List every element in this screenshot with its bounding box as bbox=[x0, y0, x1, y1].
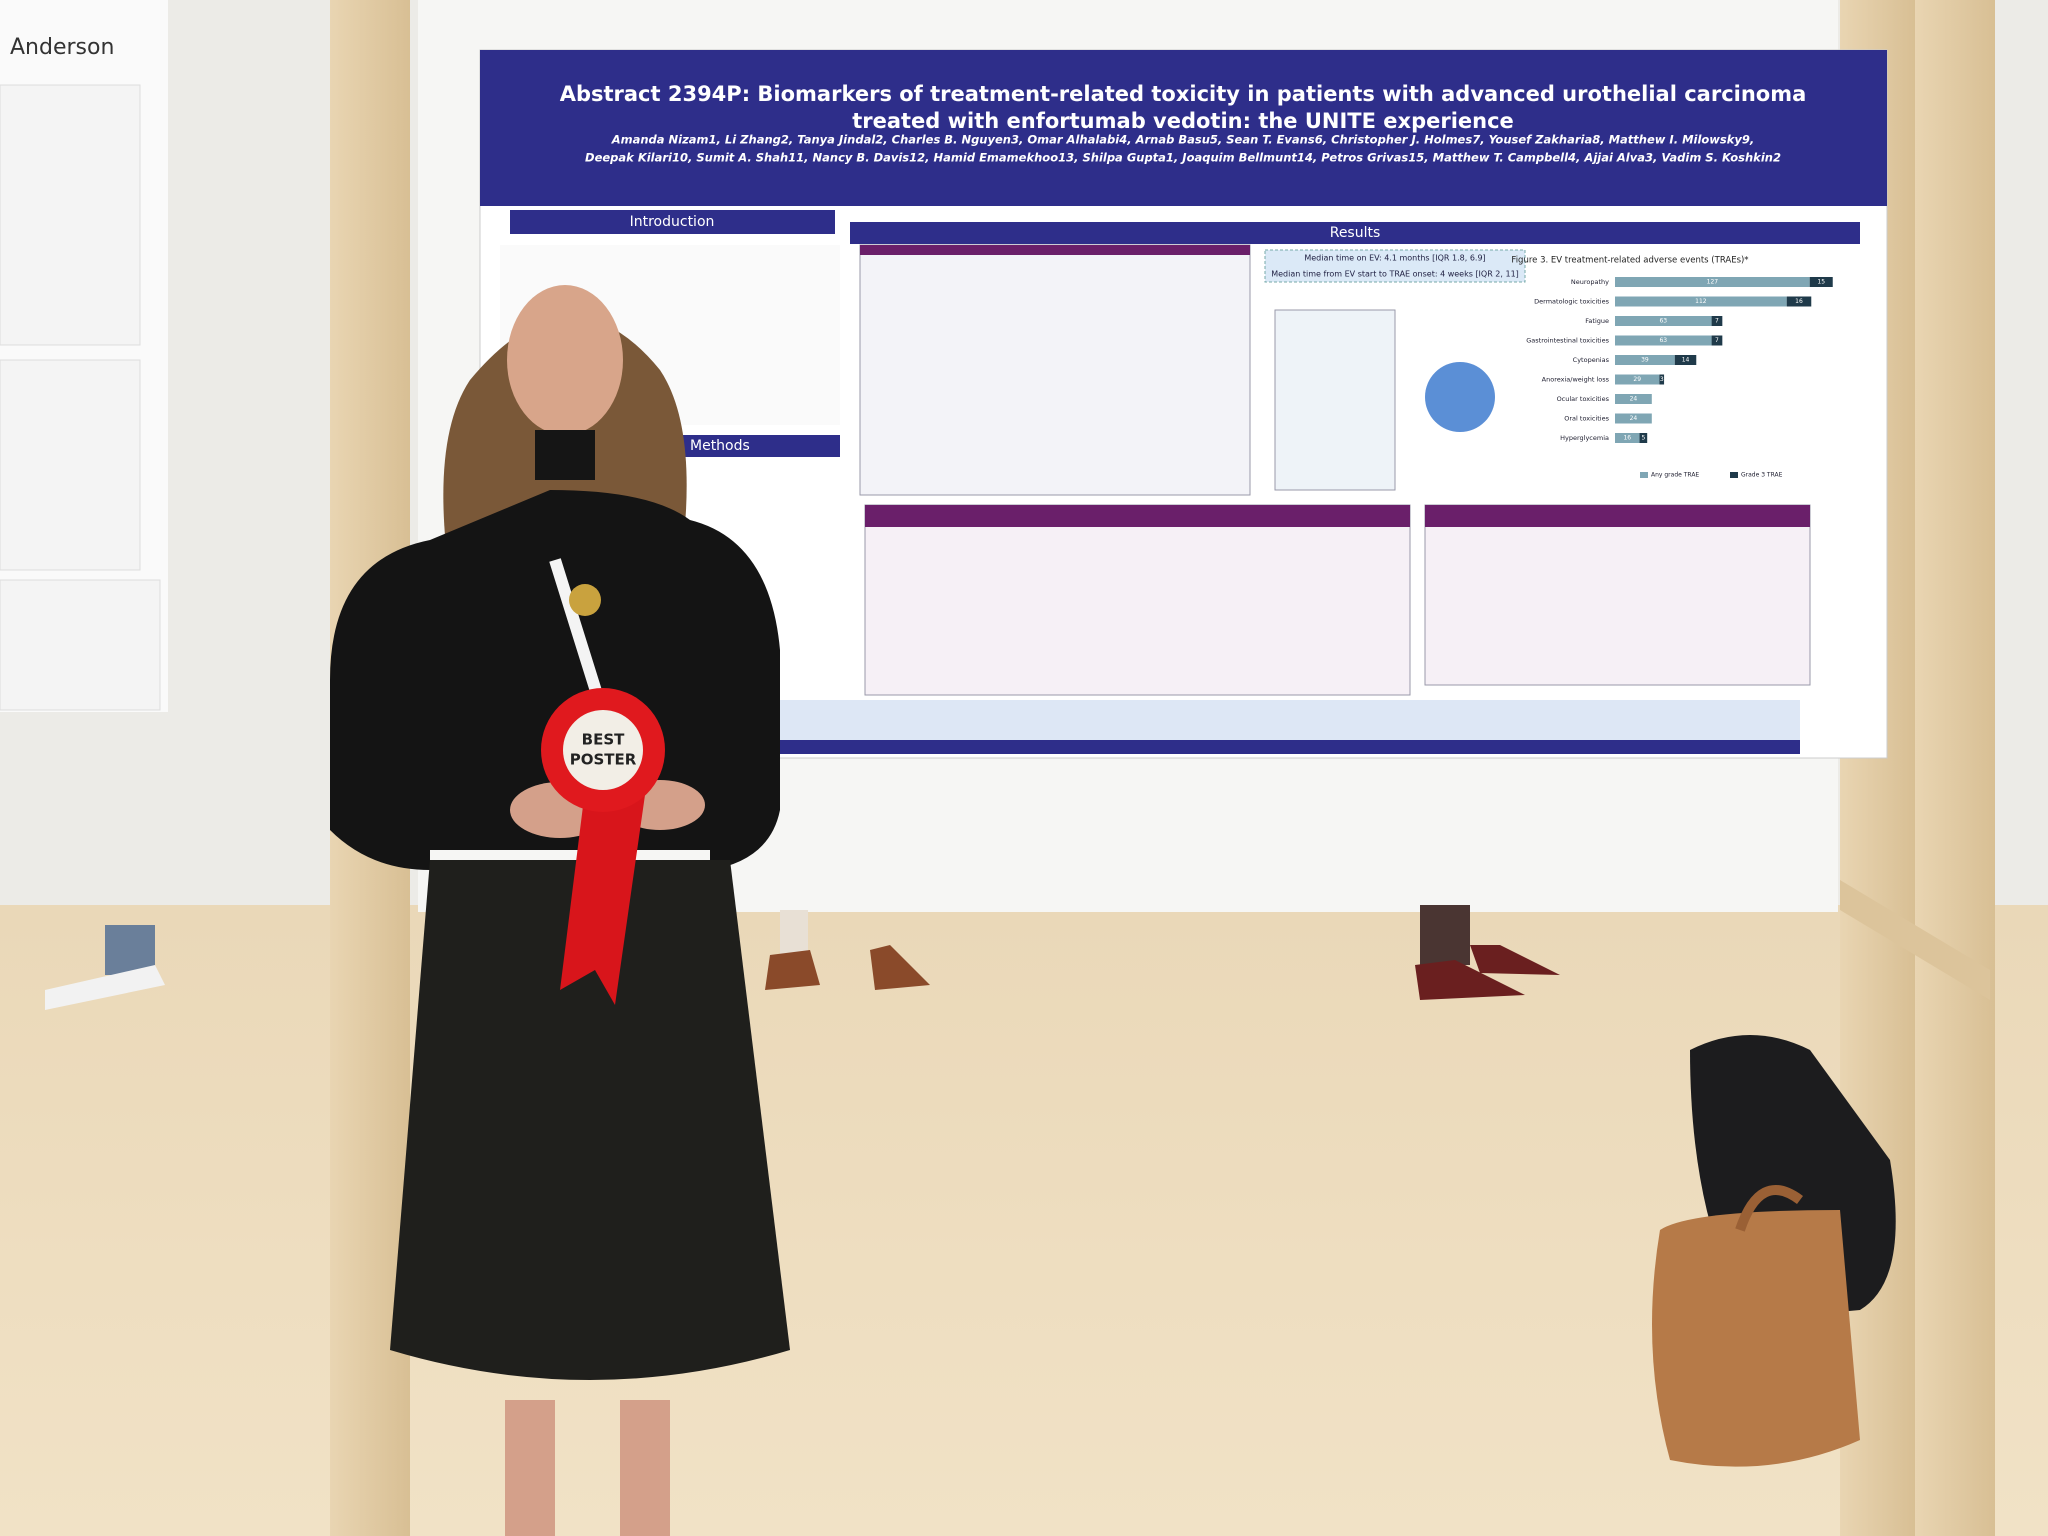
table-1 bbox=[859, 244, 1251, 496]
section-title: Introduction bbox=[630, 214, 715, 230]
bar bbox=[1615, 355, 1675, 365]
figure-title: Figure 3. EV treatment-related adverse e… bbox=[1511, 256, 1748, 266]
bar-label: 15 bbox=[1817, 279, 1825, 286]
category-label: Fatigue bbox=[1585, 317, 1609, 325]
section-title: Results bbox=[1330, 225, 1381, 241]
bar-label: 112 bbox=[1695, 298, 1707, 305]
bar-label: 63 bbox=[1659, 337, 1667, 344]
side-text-block bbox=[0, 84, 141, 346]
neck bbox=[535, 430, 595, 480]
result-text: Median time from EV start to TRAE onset:… bbox=[1271, 270, 1519, 279]
poster-title: treated with enfortumab vedotin: the UNI… bbox=[852, 109, 1514, 133]
category-label: Cytopenias bbox=[1573, 356, 1610, 364]
bar-label: 3 bbox=[1660, 376, 1664, 383]
skirt bbox=[390, 860, 790, 1380]
background-shoe bbox=[1470, 945, 1560, 975]
handbag bbox=[1652, 1210, 1860, 1467]
legend-label: Any grade TRAE bbox=[1651, 472, 1699, 479]
background-person bbox=[105, 925, 155, 975]
table-header bbox=[1425, 505, 1810, 527]
pie-chart bbox=[1425, 362, 1495, 432]
bar bbox=[1639, 433, 1648, 443]
table-3 bbox=[864, 504, 1411, 696]
side-text-block bbox=[0, 359, 141, 571]
leg bbox=[620, 1400, 670, 1536]
frame-post bbox=[1915, 0, 1995, 1536]
legend-swatch bbox=[1730, 472, 1738, 478]
bar bbox=[1674, 355, 1697, 365]
table-4 bbox=[1424, 504, 1811, 686]
bar-label: 24 bbox=[1630, 415, 1638, 422]
bar-label: 7 bbox=[1715, 318, 1719, 325]
background-shoe bbox=[870, 945, 930, 990]
leg bbox=[505, 1400, 555, 1536]
bar bbox=[1711, 335, 1723, 346]
section-header bbox=[510, 210, 835, 234]
section-header bbox=[650, 435, 840, 457]
background-shoe bbox=[45, 965, 165, 1010]
side-poster-text: Anderson bbox=[10, 35, 114, 60]
result-text: Median time on EV: 4.1 months [IQR 1.8, … bbox=[1304, 254, 1485, 263]
category-label: Dermatologic toxicities bbox=[1534, 298, 1609, 306]
bar bbox=[1615, 433, 1640, 443]
bar-label: 7 bbox=[1715, 337, 1719, 344]
poster-header bbox=[480, 50, 1887, 206]
bar-label: 127 bbox=[1707, 279, 1719, 286]
poster-title: Abstract 2394P: Biomarkers of treatment-… bbox=[560, 82, 1807, 106]
frame-brace bbox=[1840, 880, 1990, 1000]
category-label: Hyperglycemia bbox=[1560, 434, 1609, 442]
category-label: Anorexia/weight loss bbox=[1542, 376, 1610, 384]
category-label: Gastrointestinal toxicities bbox=[1526, 337, 1609, 345]
bar-label: 16 bbox=[1795, 298, 1803, 305]
bar bbox=[1615, 374, 1660, 385]
legend-label: Grade 3 TRAE bbox=[1741, 472, 1783, 479]
top bbox=[330, 490, 780, 870]
rosette-text: POSTER bbox=[570, 751, 637, 769]
bar bbox=[1659, 374, 1665, 385]
necklace-pendant bbox=[569, 584, 601, 616]
section-header bbox=[850, 222, 1860, 244]
side-text-block bbox=[0, 579, 161, 711]
legend-swatch bbox=[1640, 472, 1648, 478]
conclusion-box bbox=[700, 700, 1800, 740]
rosette-text: BEST bbox=[582, 731, 625, 749]
bar-label: 39 bbox=[1641, 357, 1649, 364]
bar bbox=[1615, 335, 1712, 346]
background-person bbox=[1420, 905, 1470, 965]
bar-label: 5 bbox=[1641, 435, 1645, 442]
section-title: Methods bbox=[690, 438, 750, 454]
rosette-ribbon bbox=[560, 790, 645, 1005]
bar bbox=[1615, 296, 1787, 307]
bar bbox=[1786, 296, 1812, 307]
category-label: Oral toxicities bbox=[1564, 415, 1609, 423]
bar bbox=[1809, 277, 1833, 287]
bar bbox=[1615, 394, 1652, 404]
background-shoe bbox=[1415, 960, 1525, 1000]
table-header bbox=[860, 245, 1250, 255]
face bbox=[507, 285, 623, 435]
bar bbox=[1615, 316, 1712, 326]
figure-3: Neuropathy 127 15 Dermatologic toxicities 11… bbox=[1526, 277, 1833, 479]
table-2 bbox=[1274, 309, 1396, 491]
bar bbox=[1711, 316, 1723, 326]
poster-footer bbox=[700, 740, 1800, 754]
table-header bbox=[865, 505, 1410, 527]
poster-authors: Deepak Kilari10, Sumit A. Shah11, Nancy … bbox=[585, 151, 1781, 165]
background-shoe bbox=[765, 950, 820, 990]
bar-label: 63 bbox=[1659, 318, 1667, 325]
result-box bbox=[1264, 249, 1526, 283]
bar-label: 14 bbox=[1682, 357, 1690, 364]
bar bbox=[1615, 413, 1652, 424]
bar-label: 29 bbox=[1633, 376, 1641, 383]
bar-label: 16 bbox=[1623, 435, 1631, 442]
bar bbox=[1615, 277, 1810, 287]
poster-authors: Amanda Nizam1, Li Zhang2, Tanya Jindal2,… bbox=[611, 133, 1755, 147]
bar-label: 24 bbox=[1630, 396, 1638, 403]
rosette-center bbox=[563, 710, 643, 790]
category-label: Neuropathy bbox=[1571, 278, 1609, 286]
bag-strap bbox=[1735, 1185, 1803, 1232]
category-label: Ocular toxicities bbox=[1557, 395, 1610, 403]
